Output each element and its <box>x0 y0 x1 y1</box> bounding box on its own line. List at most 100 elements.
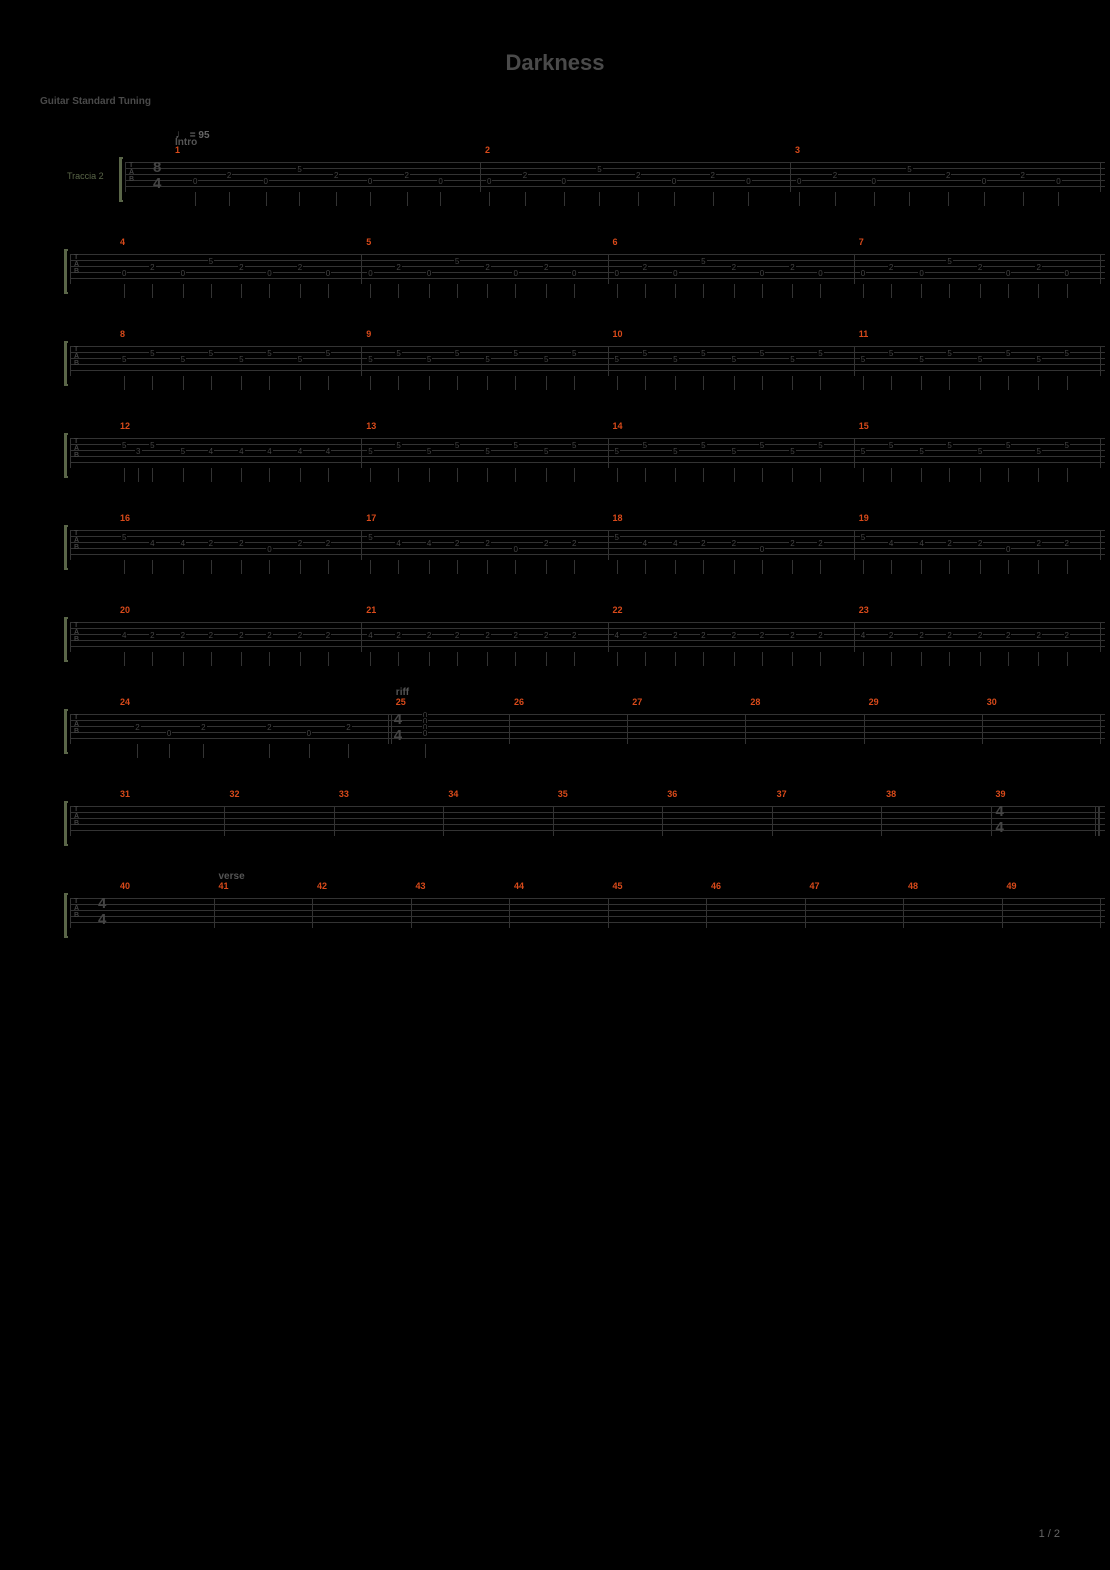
fret-number: 2 <box>1035 263 1041 272</box>
tab-clef: TAB <box>74 806 79 827</box>
bar-number: 5 <box>366 237 371 247</box>
fret-number: 5 <box>266 349 272 358</box>
note-stem <box>748 192 749 206</box>
note-stem <box>713 192 714 206</box>
bar-line <box>662 806 663 836</box>
note-stem <box>515 468 516 482</box>
bar-number: 49 <box>1007 881 1017 891</box>
note-stem <box>457 376 458 390</box>
bar-number: 44 <box>514 881 524 891</box>
note-stem <box>241 652 242 666</box>
note-stem <box>1067 376 1068 390</box>
fret-number: 0 <box>266 545 272 554</box>
fret-number: 4 <box>238 447 244 456</box>
page-indicator: 1 / 2 <box>1039 1528 1060 1540</box>
note-stem <box>734 652 735 666</box>
fret-number: 2 <box>297 539 303 548</box>
fret-number: 2 <box>946 539 952 548</box>
bar-line <box>854 346 855 376</box>
note-stem <box>269 560 270 574</box>
fret-number: 5 <box>946 257 952 266</box>
fret-number: 4 <box>367 631 373 640</box>
tab-clef: TAB <box>74 254 79 275</box>
bar-number: 19 <box>859 513 869 523</box>
fret-number: 2 <box>642 631 648 640</box>
note-stem <box>328 652 329 666</box>
bar-line <box>854 254 855 284</box>
fret-number: 5 <box>642 349 648 358</box>
note-stem <box>398 560 399 574</box>
staff-lines <box>125 162 1105 192</box>
fret-number: 2 <box>700 631 706 640</box>
fret-number: 2 <box>454 631 460 640</box>
bar-line <box>1100 346 1101 376</box>
fret-number: 5 <box>672 355 678 364</box>
note-stem <box>152 376 153 390</box>
note-stem <box>1008 284 1009 298</box>
note-stem <box>703 560 704 574</box>
system-bracket <box>64 525 68 570</box>
bar-line <box>70 714 71 744</box>
fret-number: 2 <box>325 631 331 640</box>
section-label: verse <box>219 871 245 882</box>
bar-number: 28 <box>750 697 760 707</box>
note-stem <box>762 652 763 666</box>
fret-number: 5 <box>208 349 214 358</box>
fret-number: 2 <box>149 631 155 640</box>
fret-number: 2 <box>888 631 894 640</box>
note-stem <box>1067 652 1068 666</box>
fret-number: 2 <box>345 723 351 732</box>
fret-number: 2 <box>1005 631 1011 640</box>
note-stem <box>229 192 230 206</box>
note-stem <box>984 192 985 206</box>
fret-number: 5 <box>454 441 460 450</box>
bar-number: 3 <box>795 145 800 155</box>
fret-number: 5 <box>731 447 737 456</box>
fret-number: 2 <box>238 539 244 548</box>
fret-number: 2 <box>888 263 894 272</box>
fret-number: 2 <box>789 539 795 548</box>
fret-number: 5 <box>325 349 331 358</box>
fret-number: 5 <box>700 349 706 358</box>
fret-number: 0 <box>486 177 492 186</box>
tab-clef: TAB <box>74 714 79 735</box>
bar-line <box>411 898 412 928</box>
bar-number: 23 <box>859 605 869 615</box>
staff-system: TABTraccia 2♩ = 95841Intro02052020202052… <box>30 147 1080 207</box>
fret-number: 2 <box>208 539 214 548</box>
fret-number: 5 <box>149 441 155 450</box>
note-stem <box>980 652 981 666</box>
time-signature: 84 <box>153 160 161 192</box>
bar-number: 13 <box>366 421 376 431</box>
bar-line <box>361 530 362 560</box>
fret-number: 5 <box>238 355 244 364</box>
note-stem <box>792 284 793 298</box>
note-stem <box>300 468 301 482</box>
fret-number: 5 <box>888 349 894 358</box>
bar-line <box>334 806 335 836</box>
note-stem <box>762 468 763 482</box>
note-stem <box>949 376 950 390</box>
fret-number: 5 <box>789 355 795 364</box>
note-stem <box>489 192 490 206</box>
note-stem <box>183 652 184 666</box>
fret-number: 2 <box>571 539 577 548</box>
fret-number: 0 <box>437 177 443 186</box>
note-stem <box>835 192 836 206</box>
note-stem <box>515 284 516 298</box>
song-title: Darkness <box>30 50 1080 76</box>
bar-number: 30 <box>987 697 997 707</box>
fret-number: 2 <box>918 631 924 640</box>
bar-line <box>627 714 628 744</box>
note-stem <box>269 284 270 298</box>
fret-number: 2 <box>789 263 795 272</box>
note-stem <box>921 468 922 482</box>
fret-number: 0 <box>614 269 620 278</box>
bar-number: 10 <box>613 329 623 339</box>
fret-number: 2 <box>710 171 716 180</box>
note-stem <box>820 376 821 390</box>
bar-number: 31 <box>120 789 130 799</box>
bar-number: 36 <box>667 789 677 799</box>
fret-number: 0 <box>759 545 765 554</box>
note-stem <box>328 560 329 574</box>
